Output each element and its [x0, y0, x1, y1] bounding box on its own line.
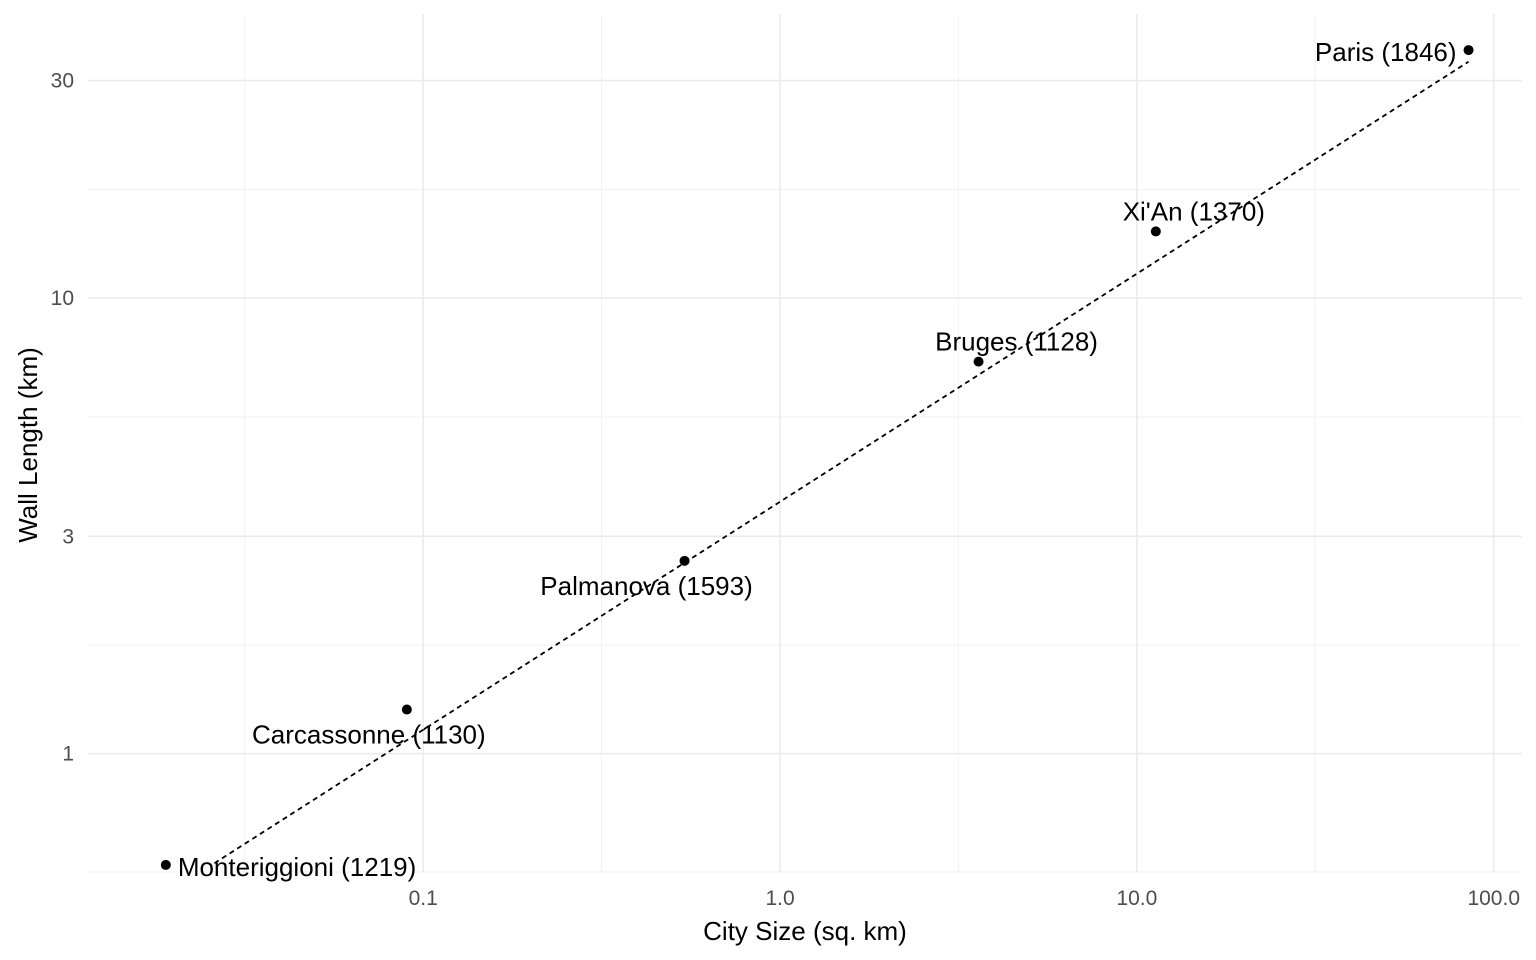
- point-labels: Monteriggioni (1219) Carcassonne (1130) Pa…: [178, 37, 1457, 882]
- x-tick-label: 100.0: [1467, 887, 1520, 910]
- data-point: [1463, 45, 1474, 56]
- y-axis-title: Wall Length (km): [13, 347, 43, 543]
- major-gridlines: [88, 14, 1522, 872]
- data-point: [679, 555, 690, 566]
- point-label: Bruges (1128): [935, 327, 1098, 357]
- y-tick-label: 10: [51, 287, 74, 310]
- y-tick-label: 30: [51, 70, 74, 93]
- data-point: [973, 356, 984, 367]
- minor-gridlines: [88, 14, 1522, 873]
- data-point: [401, 704, 412, 715]
- x-tick-label: 0.1: [409, 887, 438, 910]
- point-label: Palmanova (1593): [540, 571, 752, 601]
- point-label: Monteriggioni (1219): [178, 852, 416, 882]
- x-tick-label: 1.0: [765, 887, 794, 910]
- y-tick-label: 3: [62, 525, 74, 548]
- data-point: [160, 859, 171, 870]
- data-point: [1150, 226, 1161, 237]
- point-label: Xi'An (1370): [1123, 196, 1265, 226]
- point-label: Paris (1846): [1315, 37, 1457, 67]
- data-points: [160, 45, 1474, 870]
- x-tick-label: 10.0: [1116, 887, 1157, 910]
- x-axis-title: City Size (sq. km): [703, 916, 907, 946]
- y-tick-label: 1: [62, 743, 74, 766]
- y-axis-tick-labels: 1 3 10 30: [51, 70, 74, 766]
- point-label: Carcassonne (1130): [252, 720, 486, 750]
- x-axis-tick-labels: 0.1 1.0 10.0 100.0: [409, 887, 1520, 910]
